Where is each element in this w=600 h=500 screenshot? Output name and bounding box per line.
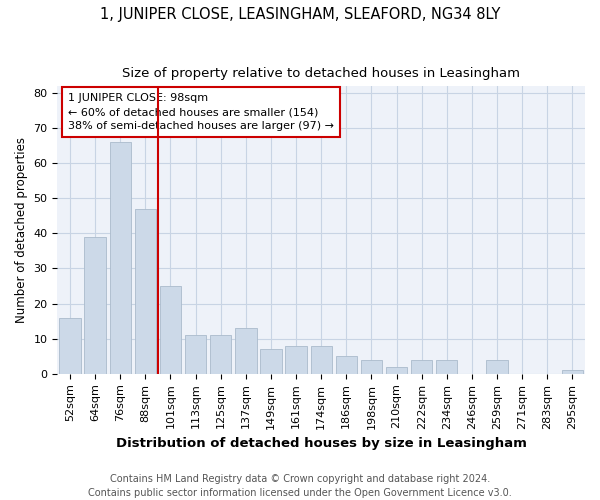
X-axis label: Distribution of detached houses by size in Leasingham: Distribution of detached houses by size …	[116, 437, 527, 450]
Bar	[260, 349, 281, 374]
Bar	[185, 335, 206, 374]
Bar	[235, 328, 257, 374]
Bar	[59, 318, 80, 374]
Bar	[411, 360, 433, 374]
Bar	[134, 209, 156, 374]
Bar	[210, 335, 232, 374]
Bar	[160, 286, 181, 374]
Bar	[436, 360, 457, 374]
Text: 1 JUNIPER CLOSE: 98sqm
← 60% of detached houses are smaller (154)
38% of semi-de: 1 JUNIPER CLOSE: 98sqm ← 60% of detached…	[68, 93, 334, 131]
Bar	[487, 360, 508, 374]
Bar	[335, 356, 357, 374]
Bar	[562, 370, 583, 374]
Bar	[85, 237, 106, 374]
Bar	[286, 346, 307, 374]
Bar	[361, 360, 382, 374]
Text: 1, JUNIPER CLOSE, LEASINGHAM, SLEAFORD, NG34 8LY: 1, JUNIPER CLOSE, LEASINGHAM, SLEAFORD, …	[100, 8, 500, 22]
Bar	[311, 346, 332, 374]
Title: Size of property relative to detached houses in Leasingham: Size of property relative to detached ho…	[122, 68, 520, 80]
Bar	[110, 142, 131, 374]
Bar	[386, 367, 407, 374]
Y-axis label: Number of detached properties: Number of detached properties	[15, 137, 28, 323]
Text: Contains HM Land Registry data © Crown copyright and database right 2024.
Contai: Contains HM Land Registry data © Crown c…	[88, 474, 512, 498]
